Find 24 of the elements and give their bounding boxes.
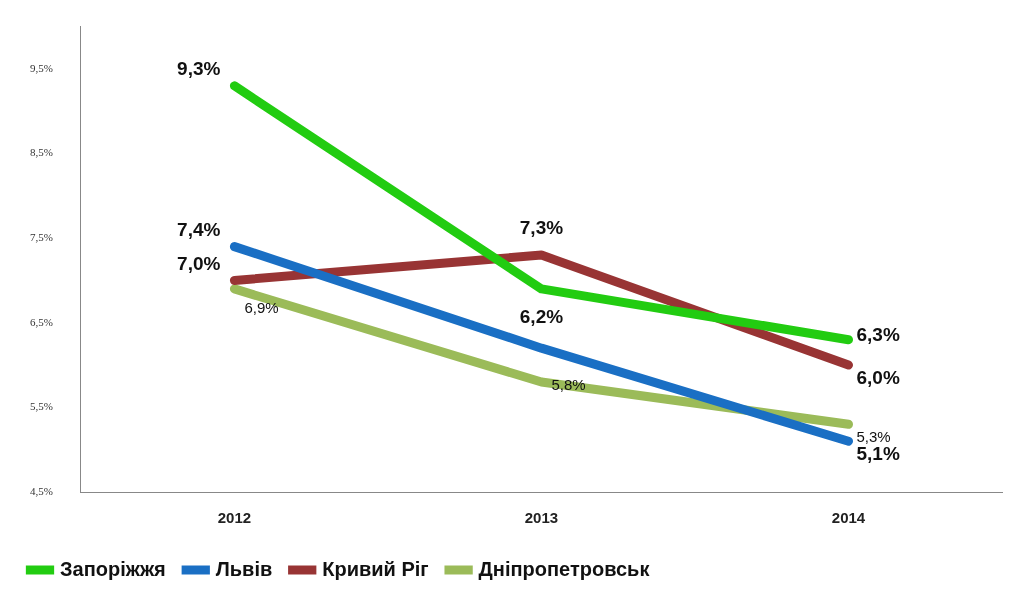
x-tick-label: 2012 bbox=[217, 509, 252, 527]
x-tick-label: 2014 bbox=[831, 509, 866, 527]
y-tick-label: 8,5% bbox=[29, 146, 53, 159]
data-label: 6,2% bbox=[519, 306, 564, 328]
data-label: 6,9% bbox=[244, 299, 279, 317]
data-label: 7,3% bbox=[519, 217, 564, 239]
y-tick-label: 5,5% bbox=[29, 400, 53, 413]
y-tick-label: 6,5% bbox=[29, 315, 53, 328]
data-label: 7,0% bbox=[177, 252, 221, 274]
legend-label: Дніпропетровськ bbox=[478, 557, 651, 580]
y-tick-label: 7,5% bbox=[29, 231, 53, 244]
y-tick-label: 4,5% bbox=[29, 484, 53, 497]
data-label: 5,1% bbox=[856, 443, 900, 465]
data-label: 6,0% bbox=[856, 367, 900, 389]
data-label: 7,4% bbox=[177, 218, 221, 240]
data-label: 5,8% bbox=[551, 376, 586, 394]
x-tick-label: 2013 bbox=[524, 509, 559, 527]
data-label: 5,3% bbox=[856, 428, 891, 446]
y-tick-label: 9,5% bbox=[29, 61, 53, 74]
data-label: 9,3% bbox=[177, 58, 221, 80]
legend-label: Запоріжжя bbox=[60, 557, 166, 580]
legend-label: Львів bbox=[215, 557, 273, 580]
data-label: 6,3% bbox=[856, 323, 900, 345]
legend-label: Кривий Ріг bbox=[322, 557, 429, 580]
